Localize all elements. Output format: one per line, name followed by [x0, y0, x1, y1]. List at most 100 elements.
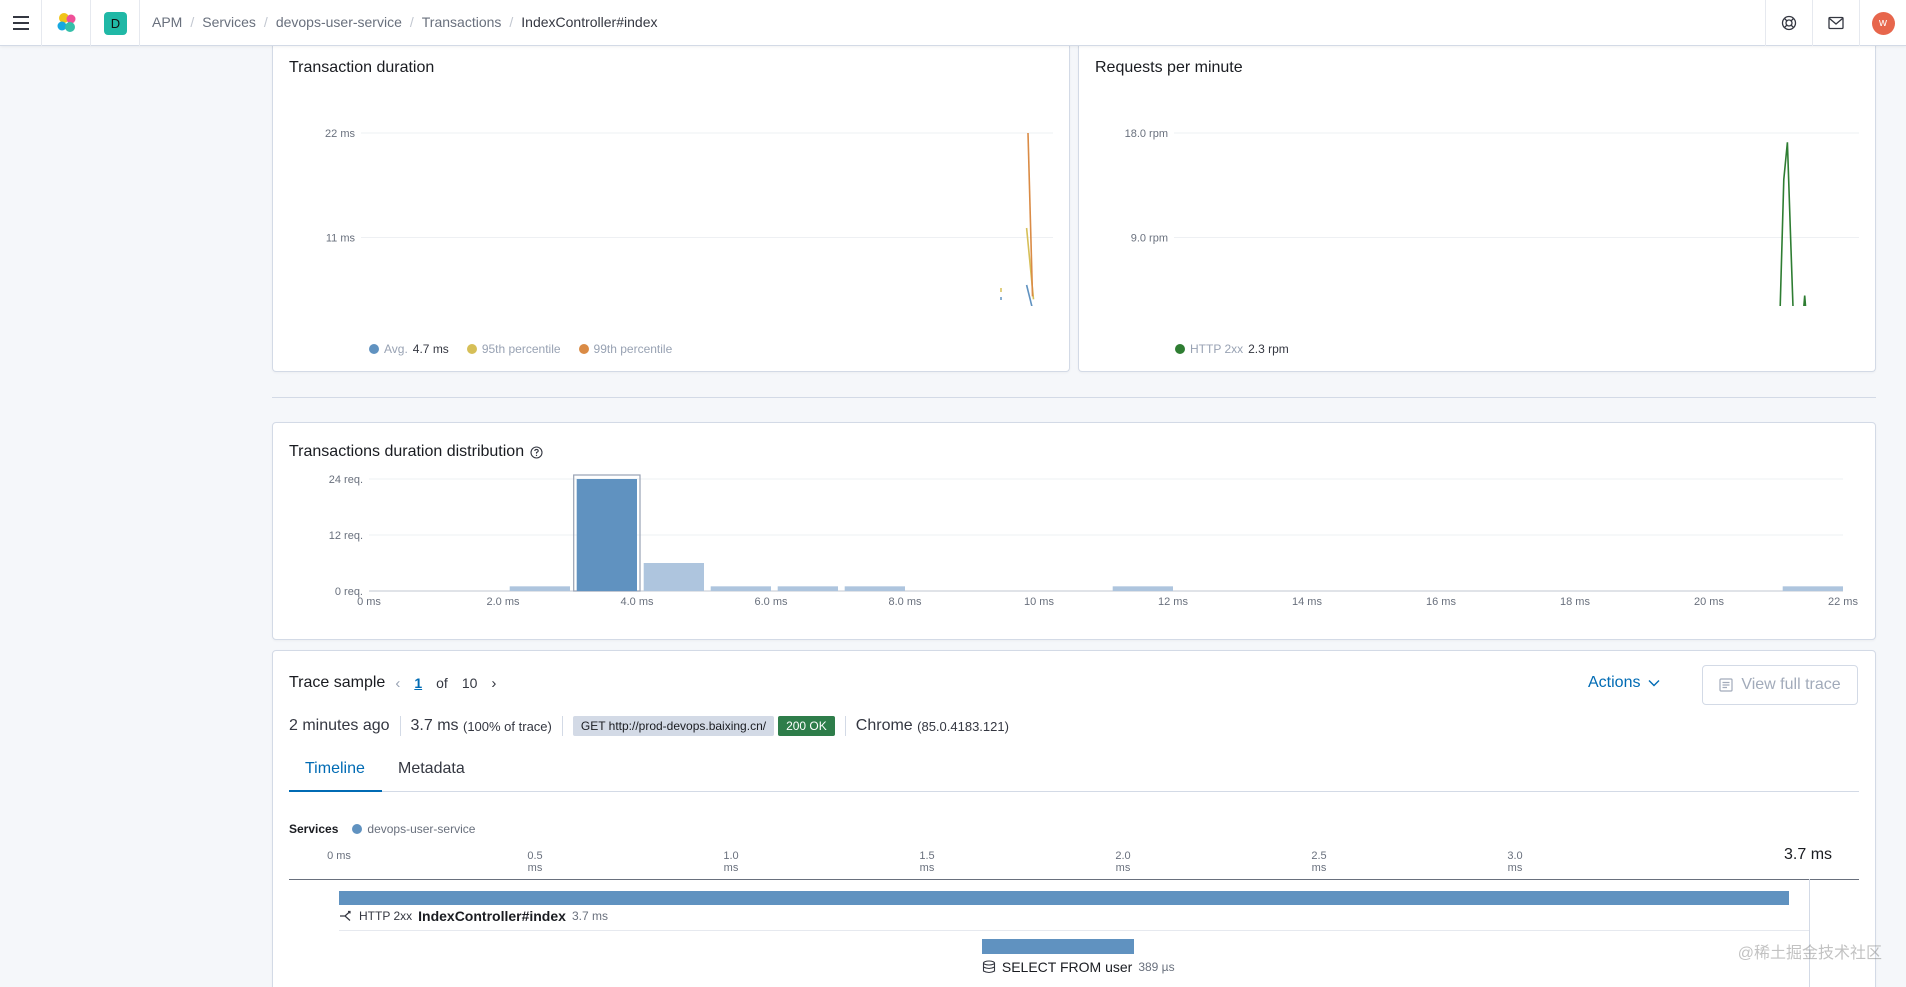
trace-timestamp: 2 minutes ago	[289, 717, 390, 734]
header-actions: w	[1765, 0, 1906, 46]
span-bar-db[interactable]	[981, 939, 1135, 954]
breadcrumb-apm[interactable]: APM	[152, 14, 183, 30]
series-line-99th-percentile	[1027, 132, 1034, 297]
histogram-bar	[1112, 586, 1173, 591]
y-tick-label: 18.0 rpm	[1125, 128, 1168, 140]
span-row-db[interactable]: SELECT FROM user 389 µs	[982, 959, 1175, 975]
trace-pager: ‹ 1 of 10 ›	[395, 675, 496, 692]
help-circle-icon[interactable]	[530, 445, 543, 459]
legend-p95-label: 95th percentile	[481, 342, 561, 356]
watermark: @稀土掘金技术社区	[1737, 945, 1882, 962]
space-selector[interactable]: D	[92, 0, 140, 46]
trace-sample-header: Trace sample ‹ 1 of 10 ›	[289, 674, 496, 692]
requests-per-minute-legend: HTTP 2xx 2.3 rpm	[1175, 342, 1289, 356]
x-tick-label: 8.0 ms	[888, 596, 922, 608]
actions-button[interactable]: Actions	[1588, 674, 1660, 692]
legend-p95[interactable]: 95th percentile	[466, 342, 561, 356]
url-badge: GET http://prod-devops.baixing.cn/	[572, 716, 775, 736]
tab-timeline[interactable]: Timeline	[289, 754, 382, 792]
timeline-axis-line	[289, 879, 1859, 880]
timeline-tick-label: 2.5 ms	[1311, 850, 1327, 874]
x-tick-label: 10 ms	[1024, 596, 1054, 608]
user-menu-button[interactable]: w	[1859, 0, 1906, 46]
timeline-end-label: 3.7 ms	[1784, 846, 1833, 863]
y-tick-label: 0 req.	[335, 586, 363, 598]
histogram-bar	[844, 586, 905, 591]
transaction-duration-legend: Avg. 4.7 ms 95th percentile 99th percenti…	[369, 342, 672, 356]
mail-icon	[1828, 16, 1844, 30]
timeline-tick-label: 1.5 ms	[919, 850, 935, 874]
tab-metadata[interactable]: Metadata	[398, 760, 465, 777]
section-divider	[272, 397, 1876, 398]
distribution-title-text: Transactions duration distribution	[289, 443, 525, 460]
y-tick-label: 24 req.	[329, 474, 363, 486]
distribution-chart[interactable]: 0 req. 12 req. 24 req. 0 ms 2.0 ms 4.0 ms 6.0 …	[273, 467, 1877, 617]
breadcrumb-services[interactable]: Services	[202, 14, 256, 30]
breadcrumb-current: IndexController#index	[521, 14, 658, 30]
x-tick-label: 20 ms	[1694, 596, 1724, 608]
span-db-duration: 389 µs	[1138, 960, 1175, 974]
pager-current[interactable]: 1	[414, 675, 423, 691]
status-badge: 200 OK	[778, 716, 835, 736]
span-status: HTTP 2xx	[359, 909, 413, 923]
legend-http2xx[interactable]: HTTP 2xx 2.3 rpm	[1175, 342, 1289, 356]
histogram-bar	[643, 563, 704, 591]
help-button[interactable]	[1765, 0, 1812, 46]
legend-http2xx-label: HTTP 2xx	[1190, 342, 1244, 356]
trace-summary: 2 minutes ago 3.7 ms (100% of trace) GET…	[289, 716, 1009, 736]
menu-toggle-button[interactable]	[0, 0, 42, 46]
pager-total: 10	[461, 675, 478, 691]
legend-avg-dot	[369, 344, 379, 354]
x-tick-label: 12 ms	[1158, 596, 1188, 608]
x-tick-label: 4.0 ms	[620, 596, 654, 608]
top-header: D APM / Services / devops-user-service /…	[0, 0, 1906, 46]
legend-p99[interactable]: 99th percentile	[578, 342, 673, 356]
series-line-avg-	[1025, 284, 1033, 306]
y-tick-label: 9.0 rpm	[1131, 233, 1168, 245]
chevron-down-icon	[1648, 680, 1660, 687]
document-icon	[1719, 678, 1733, 692]
breadcrumb-transactions[interactable]: Transactions	[421, 14, 502, 30]
histogram-bar	[1782, 586, 1843, 591]
view-full-trace-button[interactable]: View full trace	[1702, 665, 1858, 705]
trace-sample-panel	[272, 650, 1876, 987]
span-row-transaction[interactable]: HTTP 2xx IndexController#index 3.7 ms	[339, 908, 608, 924]
services-legend: Services devops-user-service	[289, 822, 475, 836]
x-tick-label: 2.0 ms	[486, 596, 520, 608]
chevron-right-icon[interactable]: ›	[491, 674, 497, 692]
x-tick-label: 0 ms	[357, 596, 381, 608]
browser-name: Chrome	[855, 717, 913, 734]
trace-duration: 3.7 ms	[410, 717, 459, 734]
elastic-logo[interactable]	[43, 0, 91, 46]
timeline-tick-label: 1.0 ms	[723, 850, 739, 874]
span-name: IndexController#index	[418, 908, 566, 924]
breadcrumb-service[interactable]: devops-user-service	[275, 14, 402, 30]
legend-http2xx-value: 2.3 rpm	[1248, 342, 1289, 356]
legend-avg[interactable]: Avg. 4.7 ms	[369, 342, 449, 356]
browser-version: (85.0.4183.121)	[917, 718, 1009, 734]
newsfeed-button[interactable]	[1812, 0, 1859, 46]
legend-p95-dot	[466, 344, 477, 354]
timeline-tick-label: 0.5 ms	[527, 850, 543, 874]
service-item: devops-user-service	[352, 822, 475, 836]
legend-p99-label: 99th percentile	[593, 342, 673, 356]
distribution-panel: Transactions duration distribution 0 req…	[272, 422, 1876, 640]
span-db-name: SELECT FROM user	[1001, 959, 1133, 975]
trace-tabs: Timeline Metadata	[289, 754, 1859, 792]
database-icon	[982, 960, 995, 974]
hamburger-icon	[12, 14, 29, 32]
elastic-logo-icon	[57, 13, 75, 32]
histogram-bar	[710, 586, 771, 591]
span-bar-transaction[interactable]	[339, 891, 1790, 905]
span-duration: 3.7 ms	[571, 909, 608, 923]
transaction-duration-title: Transaction duration	[289, 59, 435, 76]
space-avatar: D	[104, 11, 127, 35]
services-label: Services	[289, 822, 339, 836]
actions-label: Actions	[1588, 674, 1641, 691]
chevron-left-icon[interactable]: ‹	[395, 674, 401, 692]
view-full-trace-label: View full trace	[1741, 676, 1841, 693]
